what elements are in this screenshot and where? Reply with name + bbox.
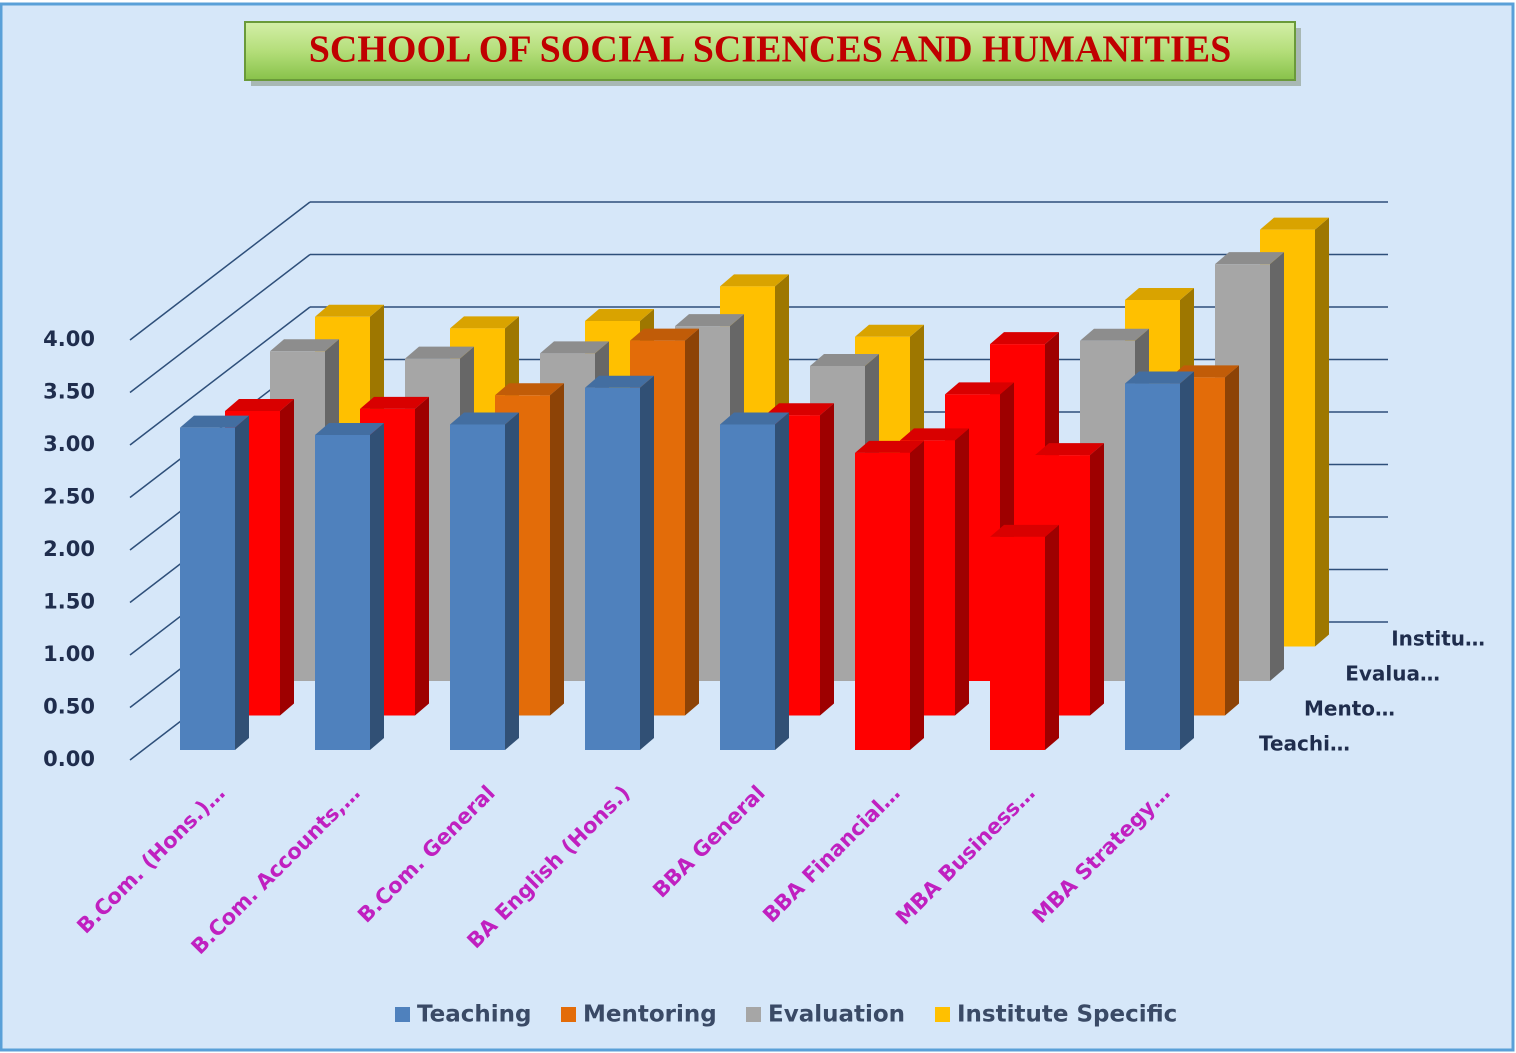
legend-swatch xyxy=(561,1007,576,1022)
depth-label: Mento… xyxy=(1304,697,1395,721)
y-tick-label: 3.50 xyxy=(43,380,95,404)
bar-top xyxy=(675,314,744,327)
bar-top xyxy=(900,428,969,441)
depth-label: Evalua… xyxy=(1345,662,1440,686)
bar-top xyxy=(945,382,1014,395)
grid-line-depth xyxy=(129,253,311,394)
bar-side xyxy=(415,396,429,716)
bar-top xyxy=(1035,443,1104,456)
bar-top xyxy=(405,346,474,359)
bar-top xyxy=(630,328,699,341)
bar-top xyxy=(720,274,789,287)
bar-top xyxy=(585,309,654,321)
bar-side xyxy=(280,399,294,716)
y-tick-label: 1.00 xyxy=(43,642,95,666)
bar-top xyxy=(315,423,384,435)
bar xyxy=(315,435,370,750)
y-tick-label: 2.00 xyxy=(43,537,95,561)
legend-label: Mentoring xyxy=(583,1002,717,1028)
bar-side xyxy=(775,412,789,750)
bar-top xyxy=(495,383,564,396)
bar-side xyxy=(1315,217,1329,647)
bar-side xyxy=(550,383,564,716)
bar-top xyxy=(1260,217,1329,230)
bar-top xyxy=(855,440,924,453)
bar-side xyxy=(820,403,834,716)
grid-line-depth xyxy=(129,201,311,341)
bar-top xyxy=(540,341,609,354)
chart-title: SCHOOL OF SOCIAL SCIENCES AND HUMANITIES xyxy=(309,29,1231,71)
bar-top xyxy=(1125,371,1194,384)
bar-top xyxy=(990,524,1059,537)
bar xyxy=(855,452,910,750)
y-tick-label: 0.00 xyxy=(43,747,95,771)
bar-top xyxy=(720,412,789,425)
bar-side xyxy=(505,412,519,750)
bar-top xyxy=(450,316,519,329)
y-tick-label: 0.50 xyxy=(43,695,95,719)
bar xyxy=(450,424,505,750)
bar-top xyxy=(585,375,654,388)
y-tick-label: 4.00 xyxy=(43,327,95,351)
bar-top xyxy=(225,399,294,411)
bar-top xyxy=(360,396,429,409)
legend-label: Institute Specific xyxy=(957,1002,1177,1028)
bar-side xyxy=(235,415,249,750)
y-tick-label: 2.50 xyxy=(43,485,95,509)
bar-side xyxy=(1180,371,1194,750)
bar-side xyxy=(685,328,699,716)
y-tick-label: 3.00 xyxy=(43,432,95,456)
bar-top xyxy=(990,332,1059,345)
bar-top xyxy=(1125,288,1194,300)
bar xyxy=(1125,383,1180,750)
bar-top xyxy=(315,304,384,317)
bar-top xyxy=(810,354,879,366)
bar-side xyxy=(910,440,924,750)
bar xyxy=(720,424,775,750)
legend-swatch xyxy=(395,1007,410,1022)
legend-swatch xyxy=(935,1007,950,1022)
bar xyxy=(180,427,235,750)
bar-top xyxy=(1080,328,1149,341)
bar-top xyxy=(270,339,339,352)
depth-label: Institu… xyxy=(1391,627,1485,651)
depth-label: Teachi… xyxy=(1259,732,1350,756)
bar-top xyxy=(1215,252,1284,265)
bar-top xyxy=(765,403,834,416)
bar-side xyxy=(640,375,654,750)
y-tick-label: 1.50 xyxy=(43,590,95,614)
legend-swatch xyxy=(746,1007,761,1022)
bar-side xyxy=(955,428,969,716)
bar-top xyxy=(855,324,924,337)
bar-top xyxy=(180,415,249,428)
bar-side xyxy=(1225,365,1239,716)
bar-side xyxy=(370,423,384,750)
title-box xyxy=(244,21,1296,81)
bar-side xyxy=(1270,252,1284,681)
bar xyxy=(585,387,640,750)
legend-label: Teaching xyxy=(417,1002,531,1028)
bar-top xyxy=(450,412,519,425)
bar-side xyxy=(1090,443,1104,716)
legend-label: Evaluation xyxy=(768,1002,905,1028)
bar xyxy=(990,536,1045,750)
bar-side xyxy=(1045,524,1059,750)
grid-line-depth xyxy=(129,306,311,446)
